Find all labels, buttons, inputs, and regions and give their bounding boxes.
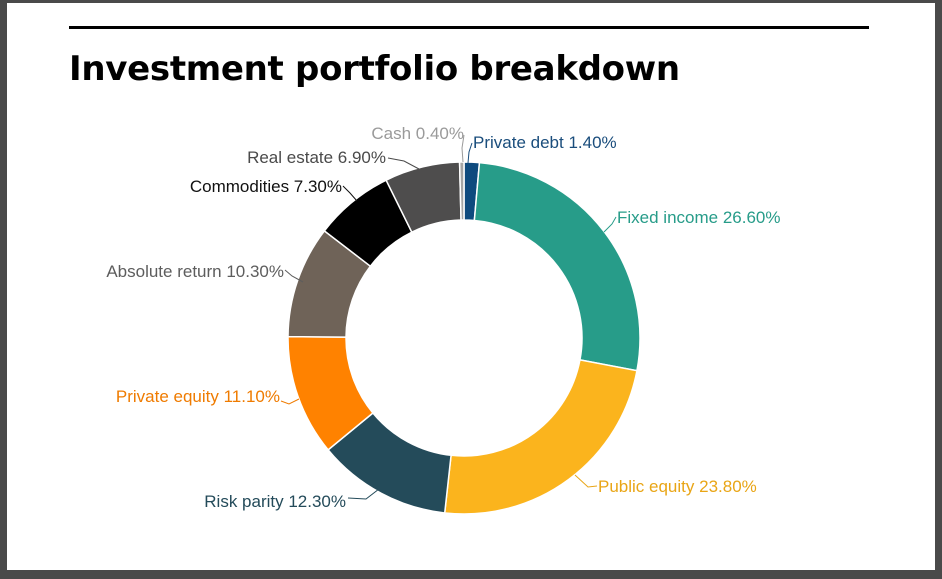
label-cash: Cash 0.40% (371, 124, 464, 143)
slice-labels: Private debt 1.40% Fixed income 26.60% Pub… (106, 124, 780, 511)
label-absolute-return: Absolute return 10.30% (106, 262, 284, 281)
label-real-estate: Real estate 6.90% (247, 148, 386, 167)
label-fixed-income: Fixed income 26.60% (617, 208, 780, 227)
leader-public-equity (574, 474, 598, 488)
leader-private-equity (280, 398, 300, 405)
label-public-equity: Public equity 23.80% (598, 477, 757, 496)
leader-risk-parity (347, 488, 380, 500)
leader-private-debt (467, 142, 473, 164)
slice-cash (458, 161, 465, 221)
leader-cash (461, 134, 465, 163)
label-leader-lines (280, 134, 617, 500)
leader-real-estate (387, 157, 420, 170)
leader-commodities (342, 185, 358, 202)
label-private-debt: Private debt 1.40% (473, 133, 617, 152)
slice-fixed-income (473, 161, 641, 372)
label-risk-parity: Risk parity 12.30% (204, 492, 346, 511)
donut-slices (287, 161, 641, 515)
top-rule (69, 26, 869, 29)
label-commodities: Commodities 7.30% (190, 177, 342, 196)
leader-fixed-income (603, 216, 617, 233)
leader-absolute-return (284, 269, 304, 283)
chart-title: Investment portfolio breakdown (69, 49, 680, 89)
label-private-equity: Private equity 11.10% (116, 387, 280, 406)
